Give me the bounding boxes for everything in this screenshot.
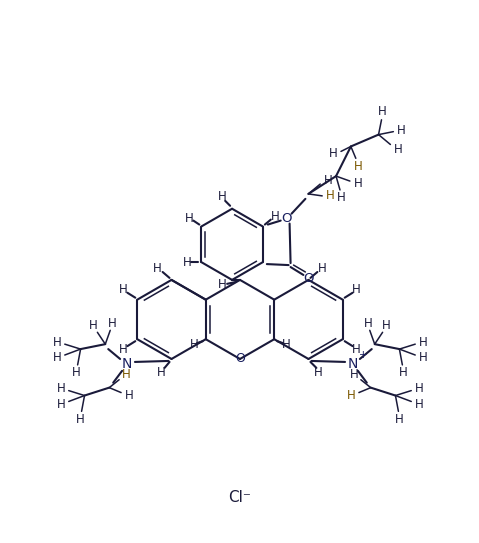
Text: H: H <box>76 413 85 426</box>
Text: H: H <box>397 124 406 137</box>
Text: H: H <box>119 283 128 296</box>
Text: O: O <box>281 212 292 225</box>
Text: H: H <box>270 210 279 223</box>
Text: H: H <box>314 367 323 380</box>
Text: H: H <box>119 343 128 356</box>
Text: H: H <box>57 398 65 411</box>
Text: H: H <box>350 368 358 381</box>
Text: H: H <box>218 191 227 204</box>
Text: N: N <box>122 357 132 371</box>
Text: H: H <box>122 368 130 381</box>
Text: H: H <box>218 279 227 292</box>
Text: O: O <box>235 352 245 365</box>
Text: H: H <box>324 174 332 187</box>
Text: H: H <box>382 319 391 332</box>
Text: H: H <box>395 413 404 426</box>
Text: H: H <box>89 319 98 332</box>
Text: H: H <box>399 367 408 380</box>
Text: H: H <box>190 338 198 351</box>
Text: H: H <box>378 105 387 118</box>
Text: H: H <box>53 336 61 349</box>
Text: H: H <box>53 351 61 364</box>
Text: O: O <box>303 273 314 286</box>
Text: H: H <box>354 160 362 173</box>
Text: H: H <box>153 262 162 275</box>
Text: H: H <box>72 367 81 380</box>
Text: H: H <box>415 398 423 411</box>
Text: H: H <box>419 336 427 349</box>
Text: H: H <box>57 382 65 395</box>
Text: +: + <box>358 350 367 360</box>
Text: H: H <box>157 367 166 380</box>
Text: Cl⁻: Cl⁻ <box>228 490 251 505</box>
Text: H: H <box>354 176 362 190</box>
Text: N: N <box>348 357 358 371</box>
Text: H: H <box>125 389 133 402</box>
Text: H: H <box>419 351 427 364</box>
Text: H: H <box>318 262 327 275</box>
Text: H: H <box>185 212 194 225</box>
Text: H: H <box>108 317 116 330</box>
Text: H: H <box>352 343 361 356</box>
Text: H: H <box>364 317 372 330</box>
Text: H: H <box>347 389 355 402</box>
Text: H: H <box>183 256 192 269</box>
Text: H: H <box>282 338 290 351</box>
Text: H: H <box>394 143 403 156</box>
Text: H: H <box>352 283 361 296</box>
Text: H: H <box>329 147 337 160</box>
Text: H: H <box>415 382 423 395</box>
Text: H: H <box>337 191 345 204</box>
Text: H: H <box>326 190 334 203</box>
